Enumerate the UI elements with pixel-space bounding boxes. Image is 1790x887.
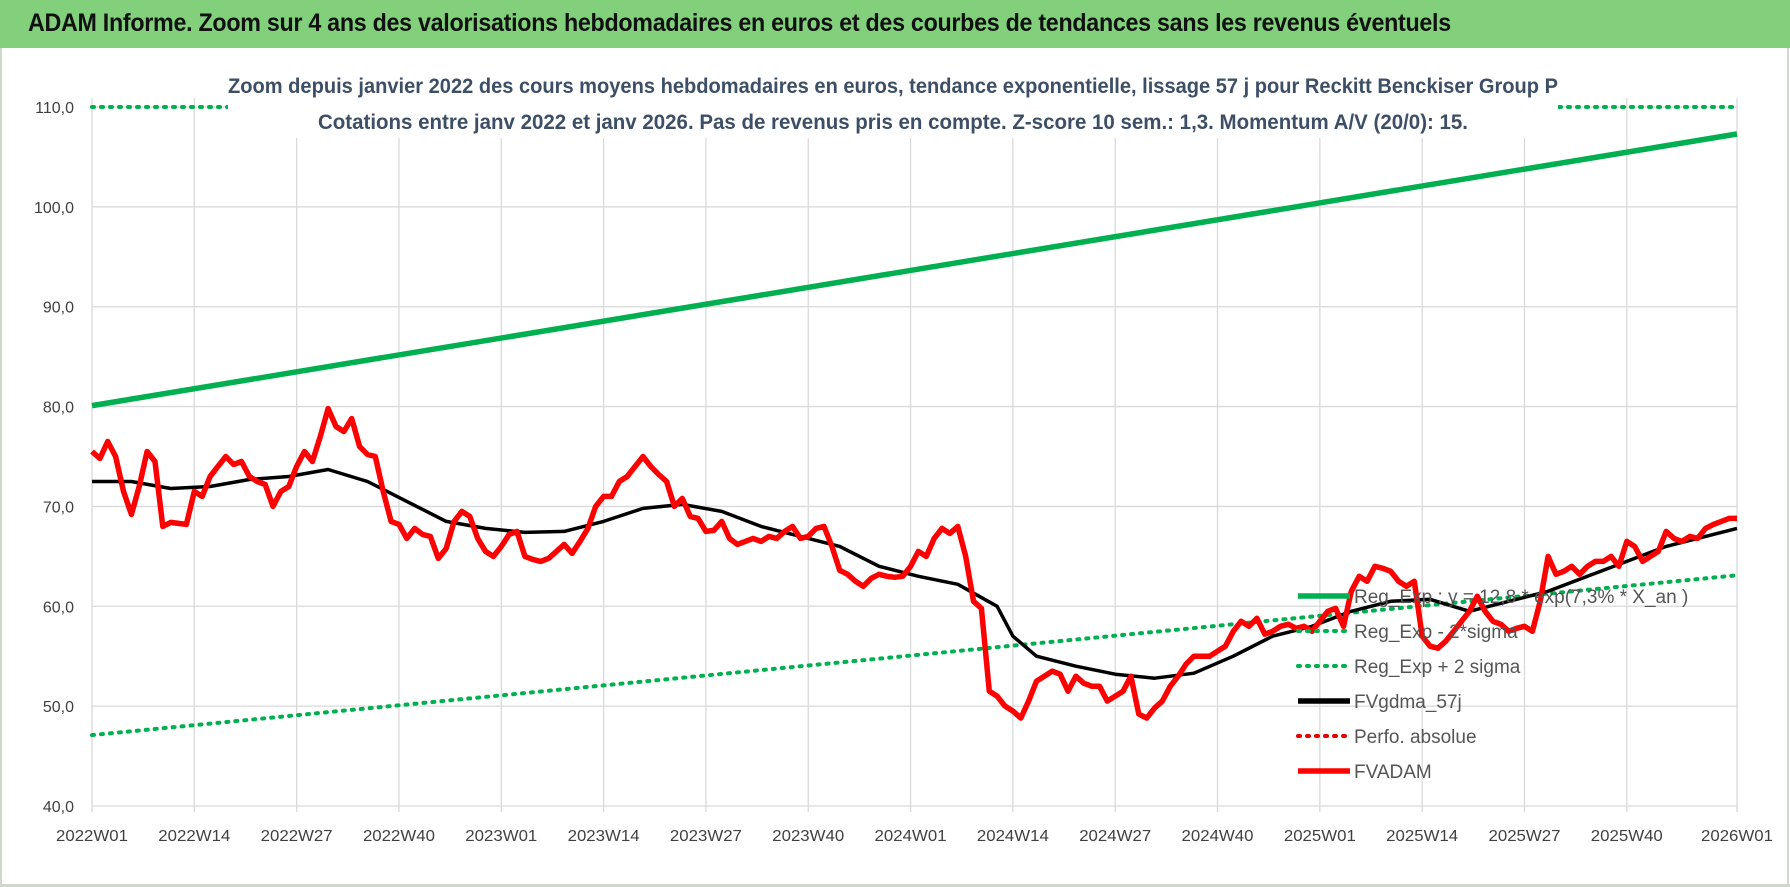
x-tick-label: 2022W40 (363, 828, 435, 845)
y-tick-label: 70,0 (43, 499, 74, 516)
series-line-0 (91, 131, 1738, 409)
bottom-border (0, 884, 1790, 887)
legend: Reg_Exp : y = 12,8 * exp(7,3% * X_an ) Re… (1296, 587, 1688, 783)
y-tick-label: 90,0 (43, 300, 74, 317)
x-tick-label: 2022W14 (158, 828, 230, 845)
x-tick-label: 2023W27 (670, 828, 742, 845)
y-axis: 40,0 50,0 60,0 70,0 80,0 90,0 100,0 110,0 (34, 100, 74, 816)
series-line-5 (90, 405, 1737, 721)
x-tick-label: 2025W27 (1488, 828, 1560, 845)
y-tick-label: 110,0 (35, 100, 74, 117)
y-tick-label: 100,0 (34, 200, 74, 217)
x-tick-label: 2022W01 (56, 828, 128, 845)
plot-background (0, 48, 1790, 884)
x-tick-label: 2026W01 (1701, 828, 1773, 845)
x-tick-label: 2025W01 (1284, 828, 1356, 845)
legend-label: FVADAM (1354, 762, 1432, 783)
x-tick-label: 2024W01 (875, 828, 947, 845)
y-tick-label: 40,0 (43, 799, 74, 816)
y-tick-label: 60,0 (43, 599, 74, 616)
legend-label: Reg_Exp - 2*sigma (1354, 622, 1518, 643)
x-tick-label: 2023W14 (568, 828, 640, 845)
x-tick-label: 2024W14 (977, 828, 1049, 845)
x-tick-label: 2025W40 (1591, 828, 1663, 845)
subtitle-background (228, 66, 1558, 138)
x-axis: 2022W01 2022W14 2022W27 2022W40 2023W01 2023W… (56, 828, 1773, 845)
series-line-3 (92, 467, 1738, 680)
series-line-1 (90, 573, 1739, 738)
subtitle-line-2: Cotations entre janv 2022 et janv 2026. … (318, 111, 1468, 134)
legend-label: FVgdma_57j (1354, 692, 1462, 713)
x-tick-label: 2022W27 (261, 828, 333, 845)
x-tick-label: 2025W14 (1386, 828, 1458, 845)
chart-subtitle: Zoom depuis janvier 2022 des cours moyen… (228, 66, 1558, 138)
y-tick-label: 50,0 (43, 699, 74, 716)
subtitle-line-1: Zoom depuis janvier 2022 des cours moyen… (228, 75, 1558, 98)
y-tick-label: 80,0 (43, 400, 74, 417)
legend-label: Reg_Exp : y = 12,8 * exp(7,3% * X_an ) (1354, 587, 1688, 608)
x-tick-label: 2024W27 (1079, 828, 1151, 845)
x-tick-label: 2023W01 (465, 828, 537, 845)
header-bar: ADAM Informe. Zoom sur 4 ans des valoris… (0, 0, 1790, 50)
report-title: ADAM Informe. Zoom sur 4 ans des valoris… (28, 9, 1451, 37)
x-tick-label: 2024W40 (1182, 828, 1254, 845)
x-tick-label: 2023W40 (772, 828, 844, 845)
legend-label: Reg_Exp + 2 sigma (1354, 657, 1521, 678)
legend-label: Perfo. absolue (1354, 727, 1477, 748)
